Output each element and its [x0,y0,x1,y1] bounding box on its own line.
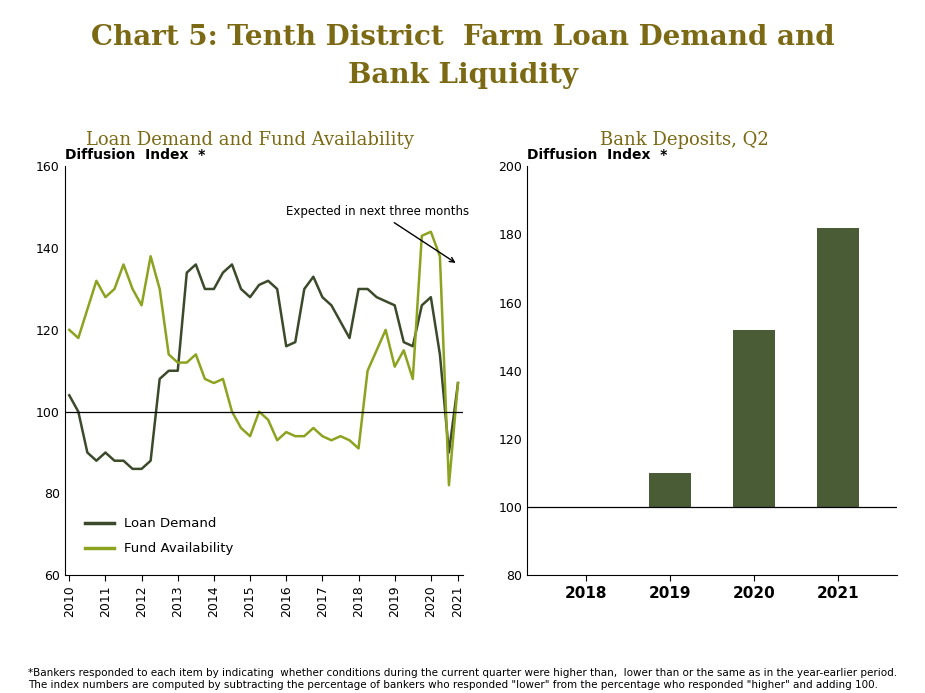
Text: Diffusion  Index  *: Diffusion Index * [65,148,205,162]
Text: *Bankers responded to each item by indicating  whether conditions during the cur: *Bankers responded to each item by indic… [28,668,897,678]
Text: Bank Deposits, Q2: Bank Deposits, Q2 [600,131,769,149]
Text: Loan Demand and Fund Availability: Loan Demand and Fund Availability [86,131,413,149]
Text: Chart 5: Tenth District  Farm Loan Demand and
Bank Liquidity: Chart 5: Tenth District Farm Loan Demand… [91,24,834,89]
Text: Diffusion  Index  *: Diffusion Index * [527,148,668,162]
Legend: Loan Demand, Fund Availability: Loan Demand, Fund Availability [80,512,239,561]
Text: The index numbers are computed by subtracting the percentage of bankers who resp: The index numbers are computed by subtra… [28,680,878,690]
Bar [649,473,691,507]
Text: Expected in next three months: Expected in next three months [286,205,469,262]
Bar [734,330,775,507]
Bar [818,227,859,507]
